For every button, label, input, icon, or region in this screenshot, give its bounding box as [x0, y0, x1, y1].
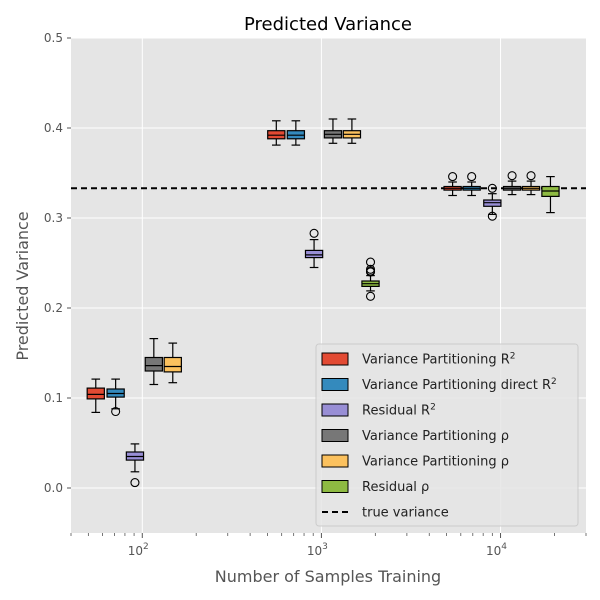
legend-label: Residual ρ: [362, 480, 429, 495]
y-tick-label: 0.5: [44, 31, 63, 45]
legend-label-text: Variance Partitioning ρ: [362, 429, 509, 444]
x-tick-label: 103: [307, 542, 328, 558]
box: [462, 172, 481, 197]
box: [106, 378, 125, 417]
box-body: [86, 387, 105, 400]
legend-reference-label: true variance: [362, 506, 449, 521]
x-tick-base: 10: [307, 544, 322, 558]
box: [163, 342, 182, 384]
box: [483, 183, 502, 221]
box: [541, 176, 560, 214]
legend-swatch: [321, 352, 349, 366]
box-outlier: [448, 172, 458, 182]
legend-label: Variance Partitioning R2: [362, 352, 515, 368]
x-tick-base: 10: [486, 544, 501, 558]
x-tick-exponent: 2: [143, 542, 149, 552]
box-outlier: [111, 406, 121, 417]
box: [521, 171, 541, 196]
box-outlier: [365, 267, 376, 277]
y-tick-label: 0.2: [44, 301, 63, 315]
legend-label-text: Variance Partitioning direct R: [362, 378, 551, 393]
box-outlier: [487, 183, 497, 193]
box: [443, 172, 462, 197]
y-axis-label: Predicted Variance: [13, 211, 32, 360]
y-tick-label: 0.3: [44, 211, 63, 225]
box: [86, 378, 105, 413]
box-body: [304, 249, 324, 259]
box: [342, 118, 362, 144]
legend-label: Variance Partitioning direct R2: [362, 377, 557, 393]
x-tick-exponent: 3: [322, 542, 328, 552]
legend-frame: [315, 343, 579, 527]
legend-swatch: [321, 480, 349, 493]
x-tick-label: 104: [486, 542, 507, 558]
box-outlier: [309, 228, 319, 238]
legend-label-text: Variance Partitioning R: [362, 353, 510, 368]
legend-label-superscript: 2: [430, 403, 436, 413]
box-body: [144, 356, 164, 372]
legend-swatch: [321, 429, 349, 442]
legend-label: Variance Partitioning ρ: [362, 429, 509, 444]
legend-label: Variance Partitioning ρ: [362, 455, 509, 470]
box: [144, 338, 164, 386]
box-outlier: [365, 257, 376, 267]
y-tick-label: 0.0: [44, 481, 63, 495]
legend-label-superscript: 2: [551, 377, 557, 387]
box-outlier: [526, 171, 536, 181]
legend-swatch: [321, 378, 349, 391]
legend-swatch: [321, 403, 349, 417]
box: [304, 228, 324, 269]
box-outlier: [507, 171, 517, 181]
legend-swatch: [321, 454, 349, 468]
box: [267, 120, 286, 146]
x-tick-exponent: 4: [501, 542, 507, 552]
box: [361, 257, 380, 301]
box: [502, 171, 522, 196]
x-tick-base: 10: [128, 544, 143, 558]
y-tick-label: 0.1: [44, 391, 63, 405]
box: [125, 443, 145, 488]
box: [323, 118, 343, 144]
box-outlier: [487, 211, 497, 221]
legend-label-text: Residual R: [362, 404, 430, 419]
legend-label-text: Residual ρ: [362, 480, 429, 495]
box-outlier: [130, 478, 140, 488]
x-tick-label: 102: [128, 542, 149, 558]
x-axis-ticks: 102 103 104: [70, 533, 587, 558]
y-axis-ticks: 0.0 0.1 0.2 0.3 0.4 0.5: [44, 31, 71, 495]
box-outlier: [467, 172, 477, 182]
box: [286, 120, 306, 146]
box-outlier: [365, 291, 376, 301]
y-tick-label: 0.4: [44, 121, 63, 135]
chart-title: Predicted Variance: [244, 14, 412, 35]
boxes-group: [86, 118, 560, 488]
legend-label-superscript: 2: [510, 352, 516, 362]
box-body: [163, 356, 182, 373]
x-axis-label: Number of Samples Training: [215, 567, 441, 586]
legend-label: Residual R2: [362, 403, 436, 419]
legend-label-text: Variance Partitioning ρ: [362, 455, 509, 470]
